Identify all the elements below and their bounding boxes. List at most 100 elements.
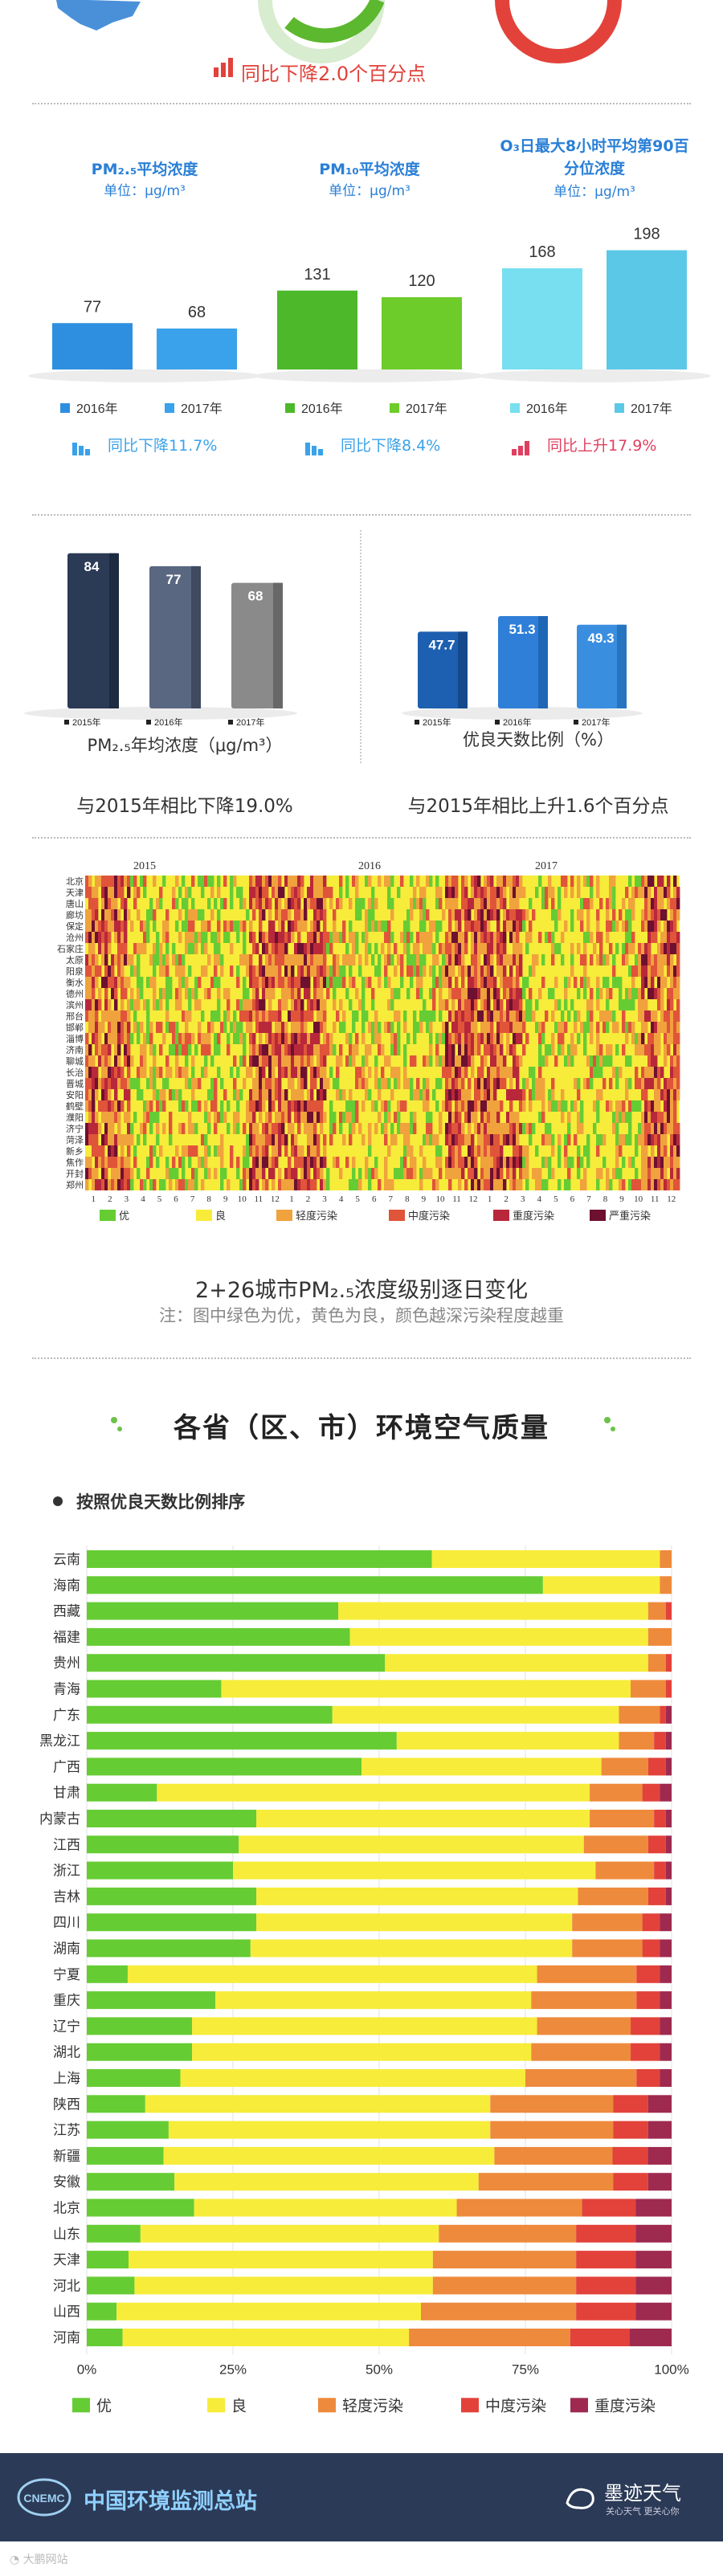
heatmap-cell (577, 1168, 581, 1179)
heatmap-cell (149, 1044, 153, 1055)
heatmap-cell (313, 954, 317, 965)
heatmap-cell (529, 898, 533, 909)
heatmap-cell (596, 977, 600, 988)
heatmap-cell (133, 887, 137, 898)
heatmap-cell (673, 909, 677, 921)
heatmap-cell (606, 977, 610, 988)
heatmap-cell (355, 1100, 359, 1112)
heatmap-cell (165, 1010, 170, 1022)
heatmap-cell (204, 1100, 208, 1112)
province-bar-segment (87, 2146, 164, 2165)
heatmap-cell (660, 1022, 664, 1033)
heatmap-cell (413, 1157, 417, 1168)
heatmap-cell (288, 909, 292, 921)
heatmap-cell (429, 1055, 433, 1067)
heatmap-cell (130, 1033, 134, 1044)
heatmap-cell (538, 876, 542, 887)
province-subtitle-row: 按照优良天数比例排序 (53, 1489, 245, 1513)
heatmap-cell (387, 1055, 391, 1067)
heatmap-cell (124, 1033, 128, 1044)
heatmap-cell (114, 1022, 118, 1033)
heatmap-cell (580, 1100, 584, 1112)
heatmap-cell (435, 1157, 439, 1168)
heatmap-cell (631, 1033, 635, 1044)
heatmap-cell (439, 887, 443, 898)
heatmap-cell (448, 887, 452, 898)
heatmap-cell (532, 1089, 536, 1100)
heatmap-cell (551, 1145, 555, 1157)
heatmap-cell (664, 1044, 668, 1055)
province-bar-segment (635, 2224, 672, 2243)
heatmap-cell (339, 1022, 343, 1033)
heatmap-cell (484, 1134, 488, 1145)
heatmap-month-label: 1 (289, 1194, 294, 1204)
heatmap-cell (445, 1100, 449, 1112)
heatmap-cell (545, 932, 549, 943)
heatmap-cell (612, 876, 616, 887)
heatmap-cell (133, 1022, 137, 1033)
heatmap-cell (615, 1112, 619, 1123)
heatmap-cell (252, 1089, 256, 1100)
heatmap-cell (310, 1123, 314, 1134)
heatmap-cell (284, 1145, 288, 1157)
province-legend-label: 轻度污染 (342, 2397, 403, 2415)
heatmap-cell (265, 1078, 269, 1089)
heatmap-cell (300, 1168, 304, 1179)
heatmap-cell (403, 921, 407, 932)
heatmap-cell (635, 965, 639, 977)
heatmap-cell (558, 1033, 562, 1044)
heatmap-cell (468, 1145, 472, 1157)
heatmap-cell (580, 921, 584, 932)
heatmap-cell (101, 1100, 105, 1112)
heatmap-cell (673, 1010, 677, 1022)
heatmap-cell (631, 1100, 635, 1112)
good-compare-year: 2015年 (423, 716, 451, 728)
heatmap-cell (471, 988, 475, 999)
heatmap-cell (297, 1055, 301, 1067)
heatmap-cell (137, 887, 141, 898)
heatmap-cell (628, 932, 632, 943)
heatmap-cell (313, 1022, 317, 1033)
heatmap-cell (371, 887, 375, 898)
heatmap-cell (272, 1179, 276, 1190)
good-caption: 优良天数比例（%） (463, 730, 614, 749)
heatmap-cell (143, 999, 147, 1010)
heatmap-cell (98, 1022, 102, 1033)
heatmap-cell (423, 1089, 427, 1100)
province-bar-segment (525, 2069, 637, 2087)
heatmap-cell (159, 965, 163, 977)
heatmap-cell (609, 876, 613, 887)
heatmap-cell (336, 1010, 340, 1022)
heatmap-cell (516, 1055, 520, 1067)
heatmap-cell (272, 1123, 276, 1134)
heatmap-cell (214, 1168, 218, 1179)
province-bar-segment (613, 2173, 648, 2191)
heatmap-cell (252, 977, 256, 988)
heatmap-cell (165, 921, 170, 932)
heatmap-cell (458, 988, 462, 999)
heatmap-cell (310, 1010, 314, 1022)
heatmap-cell (458, 1157, 462, 1168)
heatmap-cell (374, 1033, 378, 1044)
heatmap-cell (214, 977, 218, 988)
heatmap-cell (596, 1134, 600, 1145)
heatmap-cell (487, 1123, 491, 1134)
heatmap-cell (262, 988, 266, 999)
heatmap-cell (423, 898, 427, 909)
heatmap-cell (451, 999, 455, 1010)
heatmap-cell (313, 1067, 317, 1078)
heatmap-cell (529, 965, 533, 977)
heatmap-cell (143, 943, 147, 954)
heatmap-cell (233, 1033, 237, 1044)
heatmap-cell (371, 1100, 375, 1112)
heatmap-cell (631, 1022, 635, 1033)
heatmap-cell (654, 1100, 658, 1112)
province-label: 四川 (53, 1915, 80, 1931)
pollutant-bar (52, 323, 133, 369)
heatmap-cell (230, 965, 234, 977)
heatmap-cell (487, 988, 491, 999)
heatmap-cell (644, 921, 648, 932)
heatmap-cell (596, 1089, 600, 1100)
heatmap-cell (586, 921, 590, 932)
heatmap-cell (165, 1168, 170, 1179)
